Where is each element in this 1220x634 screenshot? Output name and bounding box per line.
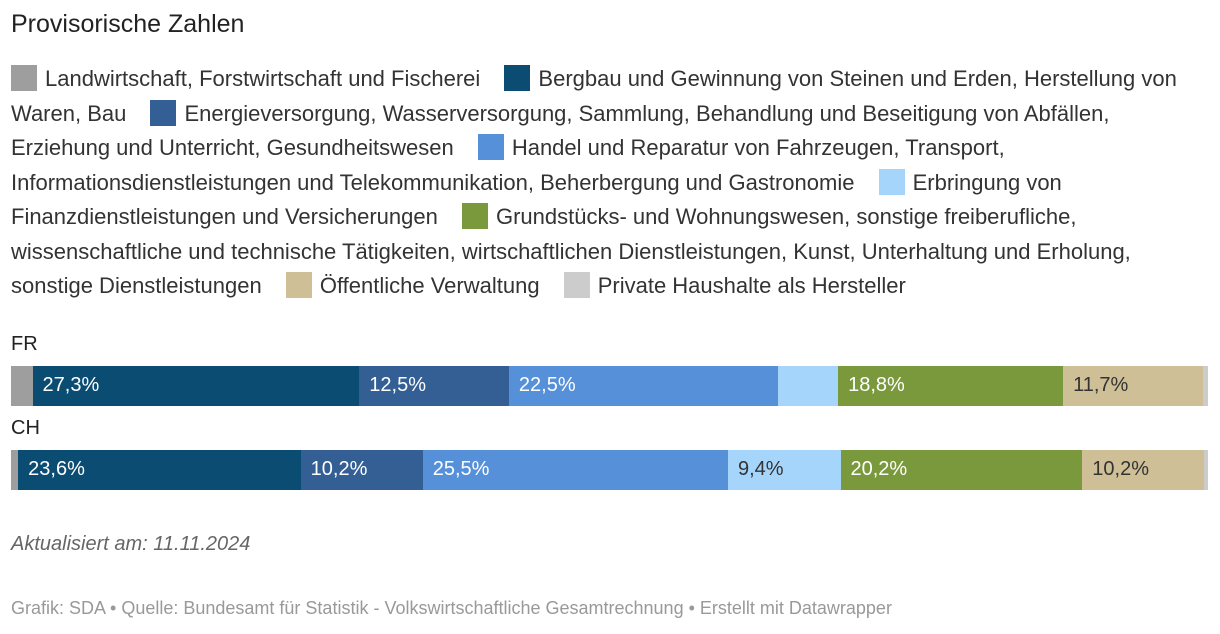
bar-segment bbox=[1204, 450, 1208, 490]
bar-segment bbox=[1203, 366, 1208, 406]
bar-segment: 10,2% bbox=[1082, 450, 1205, 490]
bar-segment: 12,5% bbox=[359, 366, 509, 406]
legend-label: Grundstücks- und Wohnungswesen, sonstige… bbox=[11, 204, 1131, 298]
source-footer: Grafik: SDA • Quelle: Bundesamt für Stat… bbox=[11, 598, 892, 618]
legend-item: Private Haushalte als Hersteller bbox=[546, 272, 906, 298]
legend-item: Grundstücks- und Wohnungswesen, sonstige… bbox=[11, 203, 1131, 298]
bar-segment: 27,3% bbox=[32, 366, 360, 406]
data-label: 23,6% bbox=[28, 458, 85, 480]
data-label: 9,4% bbox=[737, 458, 784, 480]
legend-swatch bbox=[878, 168, 905, 195]
data-label: 20,2% bbox=[850, 458, 908, 480]
data-label: 18,8% bbox=[848, 374, 905, 396]
legend-label: Erbringung von Finanzdienstleistungen un… bbox=[11, 169, 1062, 230]
legend-swatch bbox=[563, 272, 590, 298]
data-label: 10,2% bbox=[310, 458, 368, 480]
legend-label: Öffentliche Verwaltung bbox=[319, 273, 540, 298]
bar-ch: 23,6% 10,2% 25,5% 9,4% 20,2% 10,2% bbox=[11, 450, 1208, 490]
legend-label: Landwirtschaft, Forstwirtschaft und Fisc… bbox=[45, 66, 481, 91]
chart-legend: Landwirtschaft, Forstwirtschaft und Fisc… bbox=[11, 62, 1211, 304]
bar-segment: 10,2% bbox=[300, 450, 423, 490]
bar-segment: 11,7% bbox=[1063, 366, 1204, 406]
legend-item: Erbringung von Finanzdienstleistungen un… bbox=[11, 168, 1062, 230]
legend-swatch bbox=[504, 65, 531, 91]
bar-segment: 20,2% bbox=[840, 450, 1083, 490]
data-label: 11,7% bbox=[1073, 374, 1129, 396]
legend-swatch bbox=[477, 134, 504, 160]
bar-segment bbox=[11, 450, 19, 490]
bar-segment: 9,4% bbox=[727, 450, 841, 490]
row-label-ch: CH bbox=[11, 417, 40, 439]
legend-swatch bbox=[285, 272, 312, 298]
bar-segment bbox=[778, 366, 839, 406]
bar-segment: 18,8% bbox=[838, 366, 1064, 406]
bar-fr: 27,3% 12,5% 22,5% 18,8% 11,7% bbox=[11, 366, 1208, 406]
legend-swatch bbox=[150, 99, 177, 126]
data-label: 10,2% bbox=[1092, 458, 1149, 480]
legend-item: Öffentliche Verwaltung bbox=[268, 272, 540, 298]
updated-note: Aktualisiert am: 11.11.2024 bbox=[11, 533, 251, 555]
legend-label: Handel und Reparatur von Fahrzeugen, Tra… bbox=[11, 135, 1005, 195]
legend-label: Energieversorgung, Wasserversorgung, Sam… bbox=[11, 100, 1110, 161]
chart-title: Provisorische Zahlen bbox=[11, 10, 245, 38]
legend-swatch bbox=[461, 203, 488, 229]
legend-label: Bergbau und Gewinnung von Steinen und Er… bbox=[11, 66, 1177, 126]
bar-segment: 25,5% bbox=[422, 450, 728, 490]
legend-item: Landwirtschaft, Forstwirtschaft und Fisc… bbox=[11, 65, 481, 91]
legend-item: Handel und Reparatur von Fahrzeugen, Tra… bbox=[11, 134, 1005, 195]
legend-item: Energieversorgung, Wasserversorgung, Sam… bbox=[11, 99, 1110, 161]
bar-segment: 22,5% bbox=[508, 366, 779, 406]
bar-segment bbox=[11, 366, 33, 406]
data-label: 27,3% bbox=[42, 374, 100, 396]
data-label: 25,5% bbox=[432, 458, 490, 480]
row-label-fr: FR bbox=[11, 333, 38, 355]
data-label: 22,5% bbox=[518, 374, 576, 396]
data-label: 12,5% bbox=[369, 374, 427, 396]
legend-item: Bergbau und Gewinnung von Steinen und Er… bbox=[11, 65, 1177, 126]
legend-swatch bbox=[11, 65, 37, 91]
bar-segment: 23,6% bbox=[18, 450, 301, 490]
legend-label: Private Haushalte als Hersteller bbox=[597, 273, 906, 298]
